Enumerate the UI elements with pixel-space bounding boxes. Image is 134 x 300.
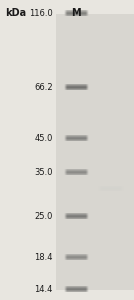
Text: 45.0: 45.0 — [35, 134, 53, 143]
Text: 116.0: 116.0 — [29, 9, 53, 18]
Text: kDa: kDa — [5, 8, 27, 17]
Text: 14.4: 14.4 — [35, 285, 53, 294]
Text: 66.2: 66.2 — [34, 83, 53, 92]
Text: M: M — [72, 8, 81, 17]
Text: 35.0: 35.0 — [34, 167, 53, 176]
Text: 25.0: 25.0 — [35, 212, 53, 221]
Text: 18.4: 18.4 — [34, 253, 53, 262]
Bar — [56, 14, 134, 290]
